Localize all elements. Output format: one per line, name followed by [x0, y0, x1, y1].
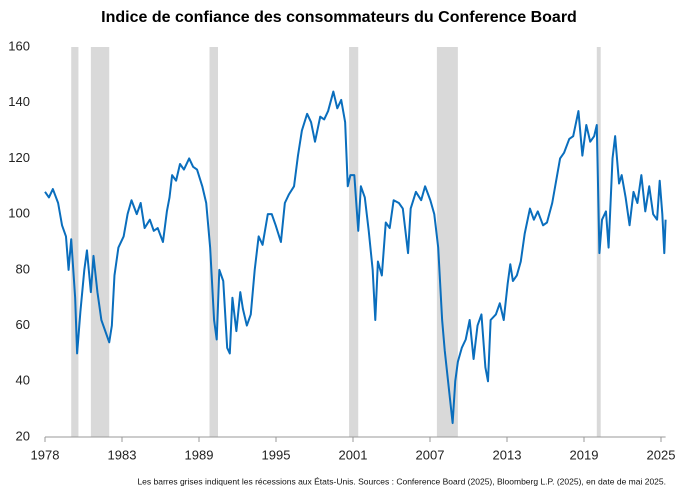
- y-tick-label: 40: [16, 373, 30, 388]
- x-tick-label: 2007: [416, 447, 445, 462]
- x-tick-label: 2019: [570, 447, 599, 462]
- footnote: Les barres grises indiquent les récessio…: [137, 476, 666, 486]
- recession-bar: [349, 47, 359, 437]
- recession-bar: [436, 47, 458, 437]
- recession-bar: [209, 47, 219, 437]
- x-tick-label: 1983: [108, 447, 137, 462]
- recession-bar: [71, 47, 79, 437]
- x-tick-label: 2001: [339, 447, 368, 462]
- x-tick-label: 2013: [493, 447, 522, 462]
- y-tick-label: 80: [16, 261, 30, 276]
- x-tick-label: 2025: [647, 447, 676, 462]
- y-tick-label: 140: [8, 94, 30, 109]
- x-tick-label: 1989: [185, 447, 214, 462]
- y-tick-label: 20: [16, 428, 30, 443]
- y-tick-label: 100: [8, 206, 30, 221]
- x-tick-label: 1995: [262, 447, 291, 462]
- recession-bar: [90, 47, 110, 437]
- x-tick-label: 1978: [31, 447, 60, 462]
- data-line: [44, 90, 667, 425]
- chart-title: Indice de confiance des consommateurs du…: [101, 9, 577, 26]
- y-tick-label: 60: [16, 317, 30, 332]
- y-tick-label: 120: [8, 150, 30, 165]
- y-tick-label: 160: [8, 38, 30, 53]
